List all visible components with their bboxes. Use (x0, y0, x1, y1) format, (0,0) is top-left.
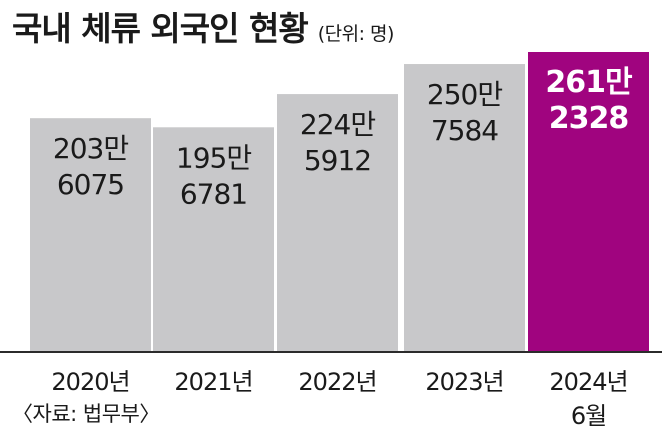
chart-title-block: 국내 체류 외국인 현황 (단위: 명) (12, 2, 395, 48)
category-label-3: 2022년 (298, 368, 376, 396)
category-label-1: 2020년 (51, 368, 129, 396)
bar-5 (528, 52, 649, 352)
source-note: 〈자료: 법무부〉 (12, 402, 160, 426)
value-label-3: 224만 5912 (300, 108, 375, 177)
category-label-2: 2021년 (174, 368, 252, 396)
bar-3 (277, 94, 398, 352)
value-label-5: 261만 2328 (545, 65, 633, 136)
value-label-2: 195만 6781 (176, 141, 251, 210)
category-label-5: 2024년 6월 (549, 368, 627, 430)
value-label-1: 203만 6075 (53, 132, 128, 201)
unit-label: (단위: 명) (317, 23, 395, 45)
category-label-4: 2023년 (425, 368, 503, 396)
bar-1 (30, 118, 151, 353)
bar-2 (153, 127, 274, 352)
value-label-4: 250만 7584 (427, 78, 502, 147)
bar-4 (404, 64, 525, 352)
chart-title: 국내 체류 외국인 현황 (12, 9, 309, 48)
